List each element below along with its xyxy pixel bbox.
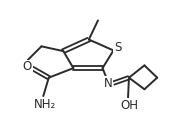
Text: O: O bbox=[23, 60, 32, 73]
Text: S: S bbox=[114, 41, 122, 54]
Text: NH₂: NH₂ bbox=[34, 98, 56, 111]
Text: OH: OH bbox=[120, 99, 138, 112]
Text: N: N bbox=[104, 77, 112, 90]
